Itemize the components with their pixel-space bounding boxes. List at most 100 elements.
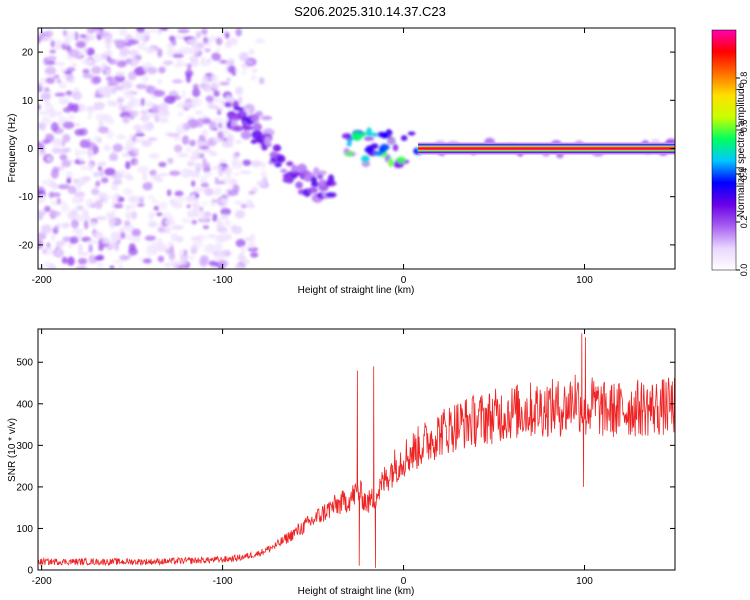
spectrogram-blob xyxy=(199,211,205,217)
spectrogram-blob xyxy=(204,171,213,177)
colorbar-tick-label: 0.8 xyxy=(739,72,749,85)
spectrogram-blob xyxy=(155,243,168,252)
spectrogram-blob xyxy=(163,262,172,268)
spectrogram-blob xyxy=(51,210,61,217)
spectrogram-blob xyxy=(239,170,252,175)
spectrogram-blob xyxy=(166,241,174,247)
spectrogram-blob xyxy=(208,243,214,250)
spectrogram-blob xyxy=(102,31,109,37)
spectrogram-blob xyxy=(72,91,82,101)
spectrogram-blob xyxy=(201,117,212,125)
spectrogram-blob xyxy=(56,78,62,84)
spectrogram-blob xyxy=(142,172,148,182)
spectrogram-blob xyxy=(192,88,201,98)
spectrogram-blob xyxy=(318,179,327,188)
spectrogram-blob xyxy=(61,160,72,168)
spectrogram-blob xyxy=(169,260,181,268)
spectrogram-blob xyxy=(237,253,245,263)
spectrogram-blob xyxy=(186,62,192,71)
spectrogram-blob xyxy=(62,74,67,79)
spectrogram-blob xyxy=(192,206,199,213)
spectrogram-blob xyxy=(189,139,196,147)
spectrogram-xtick-label: 100 xyxy=(576,275,593,286)
spectrogram-xtick-label: -200 xyxy=(32,275,52,286)
spectrogram-blob xyxy=(341,133,353,139)
spectrogram-blob xyxy=(224,102,232,108)
spectrogram-blob xyxy=(204,187,214,197)
spectrogram-blob xyxy=(245,60,254,65)
spectrogram-blob xyxy=(218,159,228,163)
spectrogram-blob xyxy=(264,136,272,146)
spectrogram-blob xyxy=(140,109,148,116)
spectrogram-blob xyxy=(295,181,303,189)
spectrogram-blob xyxy=(148,152,160,159)
spectrogram-blob xyxy=(133,67,145,76)
spectrogram-blob xyxy=(38,104,41,110)
spectrogram-blob xyxy=(220,249,232,257)
spectrogram-blob xyxy=(147,194,155,200)
spectrogram-blob xyxy=(124,104,130,111)
spectrogram-blob xyxy=(187,255,196,261)
colorbar-label: Normalized spectral amplitude xyxy=(736,82,747,217)
spectrogram-blob xyxy=(85,105,97,112)
spectrogram-blob xyxy=(73,31,79,41)
spectrogram-blob xyxy=(214,177,219,182)
spectrogram-blob xyxy=(158,201,168,210)
spectrogram-blob xyxy=(232,184,240,193)
spectrogram-blob xyxy=(129,195,141,204)
spectrogram-blob xyxy=(154,114,160,123)
spectrogram-blob xyxy=(171,202,183,209)
spectrogram-blob xyxy=(93,53,104,62)
spectrogram-blob xyxy=(219,59,228,64)
spectrogram-blob xyxy=(105,117,115,125)
spectrogram-blob xyxy=(325,192,337,198)
spectrogram-blob xyxy=(62,29,68,37)
colorbar-tick-label: 0.0 xyxy=(739,264,749,277)
spectrogram-blob xyxy=(205,58,212,65)
spectrogram-blob xyxy=(219,81,230,86)
spectrogram-blob xyxy=(171,225,184,230)
spectrogram-ytick-label: 0 xyxy=(27,144,33,155)
spectrogram-blob xyxy=(79,158,85,163)
spectrogram-blob xyxy=(54,92,66,97)
spectrogram-blob xyxy=(137,42,147,51)
spectrogram-blob xyxy=(116,97,125,104)
spectrogram-blob xyxy=(109,265,115,269)
spectrogram-blob xyxy=(55,141,64,146)
spectrogram-blob xyxy=(364,147,374,153)
spectrogram-blob xyxy=(208,35,218,41)
spectrogram-blob xyxy=(190,97,203,107)
spectrogram-blob xyxy=(191,219,198,225)
spectrogram-blob xyxy=(227,65,236,74)
spectrogram-blob xyxy=(158,161,167,168)
spectrogram-blob xyxy=(61,256,68,264)
spectrogram-blob xyxy=(388,157,394,167)
spectrogram-blob xyxy=(54,225,60,230)
spectrogram-blob xyxy=(190,236,201,241)
spectrogram-blob xyxy=(108,153,119,162)
spectrogram-blob xyxy=(56,110,63,117)
spectrogram-blob xyxy=(101,177,109,184)
spectrogram-blob xyxy=(93,171,100,178)
spectrogram-blob xyxy=(224,41,234,48)
spectrogram-blob xyxy=(224,31,230,39)
spectrogram-blob xyxy=(158,107,169,116)
spectrogram-blob xyxy=(68,49,80,58)
spectrogram-blob xyxy=(125,204,131,211)
spectrogram-blob xyxy=(158,172,169,177)
spectrogram-blob xyxy=(122,223,135,232)
spectrogram-blob xyxy=(43,87,50,93)
spectrogram-blob xyxy=(199,176,208,184)
spectrogram-blob xyxy=(191,149,201,159)
spectrogram-blob xyxy=(88,254,97,264)
spectrogram-blob xyxy=(47,56,57,61)
spectrogram-blob xyxy=(53,74,60,79)
spectrogram-blob xyxy=(73,178,79,185)
spectrogram-blob xyxy=(235,86,244,92)
spectrogram-blob xyxy=(235,139,243,144)
spectrogram-blob xyxy=(260,115,273,121)
spectrogram-blob xyxy=(216,226,228,233)
spectrogram-blob xyxy=(343,147,350,155)
spectrogram-blob xyxy=(118,28,128,37)
spectrogram-blob xyxy=(140,97,145,107)
